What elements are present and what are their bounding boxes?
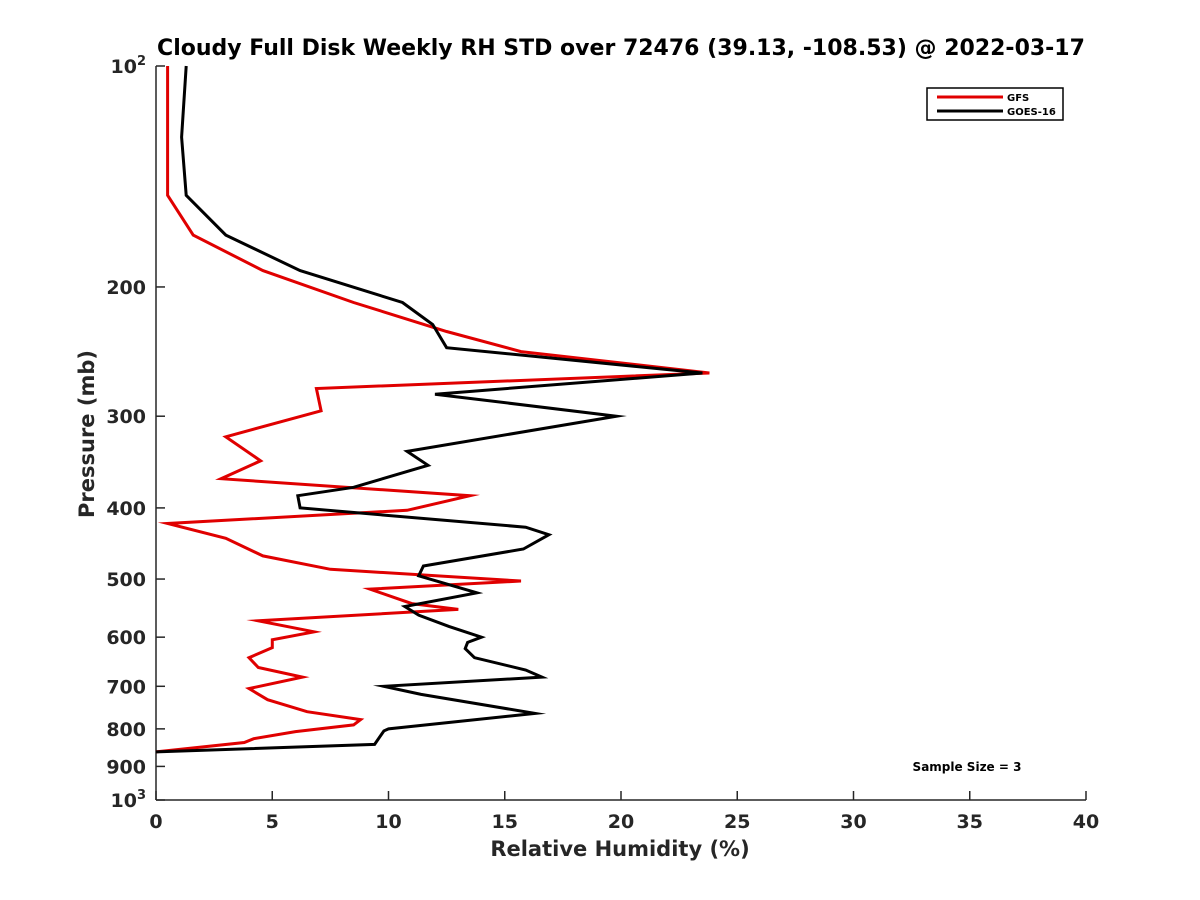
legend-label: GOES-16 [1007, 107, 1056, 118]
series-layer [155, 65, 710, 754]
y-tick-label: 800 [106, 719, 146, 741]
legend-box [926, 87, 1064, 121]
chart-title: Cloudy Full Disk Weekly RH STD over 7247… [157, 36, 1085, 61]
x-tick-label: 0 [149, 811, 162, 833]
axes-frame [155, 66, 1086, 801]
legend: GFS GOES-16 [926, 87, 1064, 121]
y-tick-exponent: 2 [137, 54, 146, 69]
x-tick-label: 40 [1073, 811, 1099, 833]
x-tick-label: 35 [957, 811, 983, 833]
y-tick-label: 700 [106, 676, 146, 698]
legend-label: GFS [1007, 93, 1029, 104]
x-tick-label: 5 [266, 811, 279, 833]
y-tick-base: 10 [111, 56, 137, 78]
x-axis-label: Relative Humidity (%) [490, 837, 749, 861]
x-tick-label: 10 [375, 811, 401, 833]
x-tick-label: 30 [840, 811, 866, 833]
y-tick-label: 200 [106, 277, 146, 299]
series-line-gfs [155, 66, 710, 754]
y-tick-label: 500 [106, 569, 146, 591]
y-tick-label: 103 [111, 788, 147, 812]
x-axis-ticks: 0 5 10 15 20 25 30 35 40 [149, 791, 1099, 833]
x-tick-label: 25 [724, 811, 750, 833]
y-tick-base: 10 [111, 790, 137, 812]
x-tick-label: 20 [608, 811, 634, 833]
y-tick-label: 300 [106, 406, 146, 428]
y-tick-label: 600 [106, 627, 146, 649]
y-tick-exponent: 3 [137, 788, 146, 803]
x-tick-label: 15 [492, 811, 518, 833]
y-tick-label: 900 [106, 756, 146, 778]
series-line-goes-16 [155, 65, 703, 754]
y-tick-label: 102 [111, 54, 147, 78]
y-axis-label: Pressure (mb) [75, 350, 99, 518]
sample-size-note: Sample Size = 3 [913, 760, 1022, 774]
y-tick-label: 400 [106, 498, 146, 520]
